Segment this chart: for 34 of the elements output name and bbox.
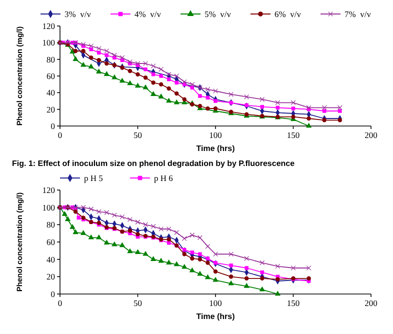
- y-tick-label: 40: [46, 88, 55, 98]
- x-axis-title: Time (hrs): [196, 312, 236, 321]
- x-tick-label: 50: [134, 298, 142, 308]
- x-tick-label: 100: [209, 130, 222, 140]
- caption: Fig. 1: Effect of inoculum size on phenol degradation by by P.fluorescence: [12, 159, 296, 168]
- y-tick-label: 120: [42, 20, 55, 31]
- x-tick-label: 50: [134, 130, 142, 140]
- legend-label: 7% v/v: [344, 8, 372, 19]
- legend-label: 6% v/v: [274, 8, 302, 19]
- x-axis-title: Time (hrs): [196, 144, 236, 153]
- y-tick-label: 20: [46, 104, 55, 114]
- y-tick-label: 80: [46, 220, 55, 230]
- x-tick-label: 0: [58, 298, 62, 308]
- y-tick-label: 0: [50, 120, 55, 131]
- y-tick-label: 100: [42, 38, 55, 48]
- y-tick-label: 60: [46, 70, 55, 81]
- x-tick-label: 150: [286, 298, 300, 308]
- x-tick-label: 200: [364, 298, 378, 308]
- x-tick-label: 100: [209, 298, 222, 308]
- y-tick-label: 100: [42, 202, 55, 212]
- legend-label: p H 6: [154, 172, 173, 183]
- y-tick-label: 60: [46, 236, 55, 247]
- y-tick-label: 0: [50, 288, 55, 299]
- legend-label: 3% v/v: [64, 8, 92, 19]
- y-tick-label: 20: [46, 272, 55, 282]
- x-tick-label: 0: [58, 130, 62, 140]
- y-tick-label: 40: [46, 254, 55, 264]
- y-tick-label: 80: [46, 54, 55, 64]
- legend-label: p H 5: [84, 172, 103, 183]
- x-tick-label: 150: [286, 130, 300, 140]
- x-tick-label: 200: [364, 130, 378, 140]
- legend-label: 5% v/v: [204, 8, 232, 19]
- y-tick-label: 120: [42, 184, 55, 195]
- legend-label: 4% v/v: [134, 8, 162, 19]
